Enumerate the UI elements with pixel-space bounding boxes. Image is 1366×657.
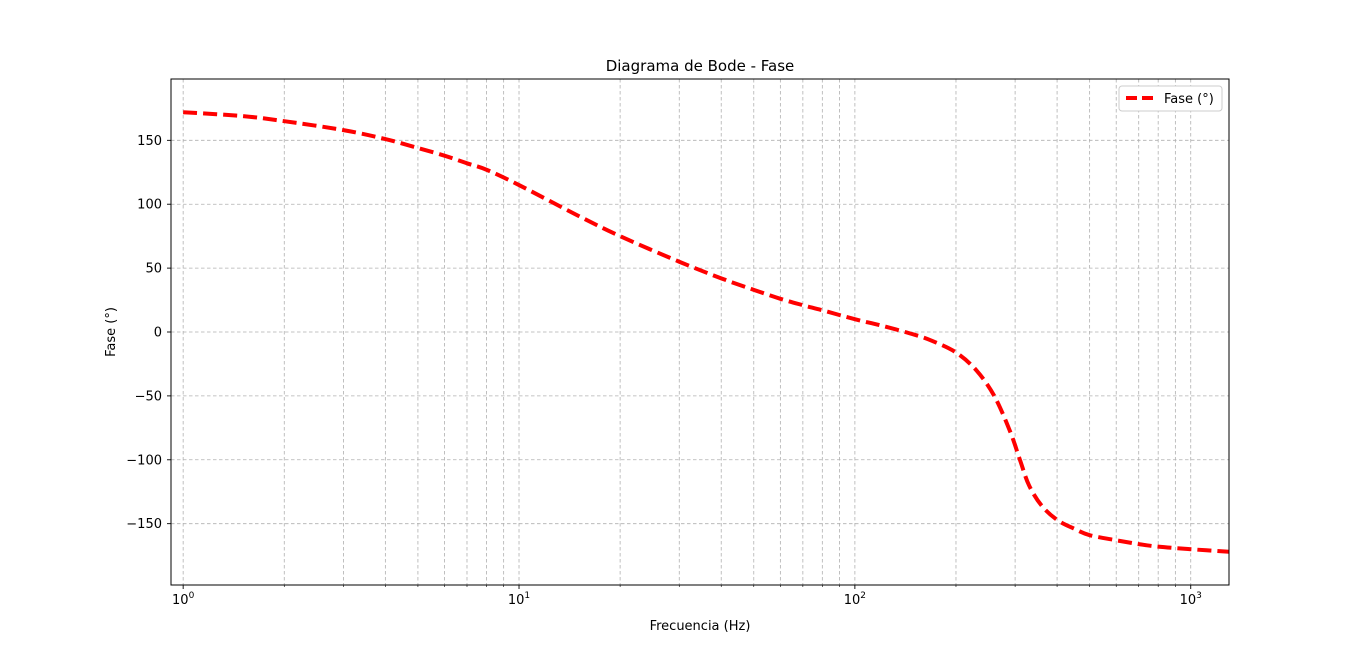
x-tick-label: 103 (1180, 591, 1202, 608)
x-tick-exponent: 0 (189, 591, 195, 601)
y-tick-label: 150 (137, 134, 162, 149)
y-axis-label: Fase (°) (104, 307, 119, 357)
y-tick-label: 100 (137, 198, 162, 213)
y-tick-label: −50 (135, 389, 162, 404)
x-tick-exponent: 3 (1196, 591, 1202, 601)
grid (171, 79, 1229, 585)
x-tick-label: 102 (844, 591, 866, 608)
chart-title: Diagrama de Bode - Fase (606, 57, 795, 75)
legend-box (1118, 85, 1223, 112)
x-tick-exponent: 2 (860, 591, 866, 601)
x-tick-label: 101 (508, 591, 530, 608)
series-layer (183, 110, 1229, 554)
legend: Fase (°) (1118, 85, 1223, 112)
y-tick-label: 50 (145, 262, 162, 277)
legend-label: Fase (°) (1164, 92, 1214, 107)
y-tick-label: −150 (126, 517, 162, 532)
x-tick-label: 100 (172, 591, 195, 608)
x-axis-label: Frecuencia (Hz) (650, 619, 751, 634)
y-tick-label: 0 (154, 326, 162, 341)
x-tick-exponent: 1 (524, 591, 530, 601)
y-tick-label: −100 (126, 453, 162, 468)
phase-series-line (183, 110, 1229, 554)
